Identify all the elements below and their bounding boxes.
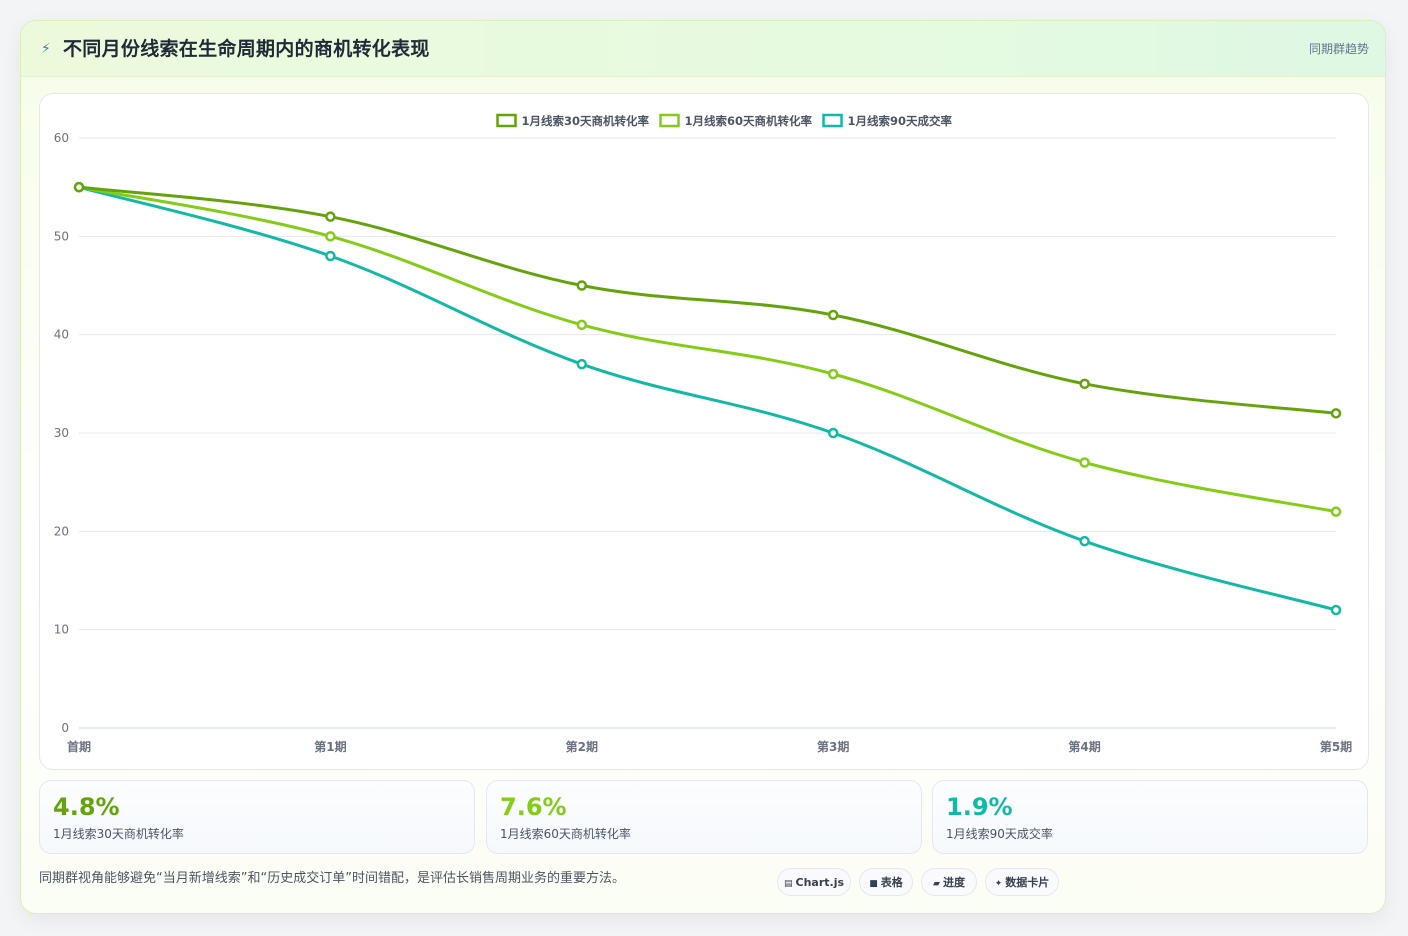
legend-swatch: [659, 113, 680, 128]
data-point: [325, 211, 336, 222]
data-point: [576, 319, 588, 331]
chip-label: 表格: [880, 876, 903, 889]
stat-value: 7.6%: [500, 793, 567, 821]
y-tick-label: 10: [54, 623, 69, 637]
data-point: [576, 280, 588, 291]
series-line: [77, 185, 1338, 415]
data-point: [1330, 604, 1342, 616]
card-title: 不同月份线索在生命周期内的商机转化表现: [63, 38, 430, 60]
lightning-icon: ⚡: [41, 41, 51, 57]
data-point: [325, 250, 336, 262]
sparkle-icon: ✦: [994, 879, 1003, 889]
y-tick-label: 0: [61, 721, 69, 735]
chip-progress[interactable]: ▰ 进度: [921, 868, 977, 896]
chip-table[interactable]: ■ 表格: [859, 868, 913, 896]
stat-card-90d: 1.9% 1月线索90天成交率: [932, 780, 1368, 854]
progress-icon: ▰: [933, 879, 940, 889]
legend-label: 1月线索60天商机转化率: [685, 114, 813, 128]
chip-label: 数据卡片: [1005, 876, 1050, 889]
stat-card-60d: 7.6% 1月线索60天商机转化率: [486, 780, 922, 854]
footer-note: 同期群视角能够避免“当月新增线索”和“历史成交订单”时间错配，是评估长销售周期业…: [39, 871, 625, 886]
legend-swatch: [496, 113, 517, 128]
y-tick-label: 40: [54, 328, 69, 342]
legend-swatch: [822, 113, 843, 128]
data-point: [325, 231, 336, 242]
data-point: [827, 427, 839, 439]
x-tick-label: 第2期: [566, 739, 598, 754]
chip-label: Chart.js: [795, 876, 845, 889]
stat-card-30d: 4.8% 1月线索30天商机转化率: [39, 780, 475, 854]
data-point: [576, 358, 588, 370]
chart-panel: 0 10 20 30 40 50 60 首期 第1期 第2期 第3期 第4期 第5期 1月线索30天商机转…: [39, 93, 1369, 770]
data-point: [1079, 378, 1090, 390]
chip-chartjs[interactable]: ▤ Chart.js: [777, 868, 851, 896]
legend-label: 1月线索30天商机转化率: [522, 114, 650, 128]
y-tick-label: 50: [54, 229, 69, 243]
x-tick-label: 首期: [67, 739, 91, 754]
stat-label: 1月线索30天商机转化率: [53, 827, 184, 841]
data-point: [827, 309, 839, 321]
data-point: [1330, 408, 1342, 419]
stat-value: 4.8%: [53, 793, 120, 821]
y-tick-label: 20: [54, 524, 69, 538]
card-header: ⚡ 不同月份线索在生命周期内的商机转化表现 同期群趋势: [21, 21, 1385, 77]
stat-label: 1月线索60天商机转化率: [500, 827, 631, 841]
stat-cards: 4.8% 1月线索30天商机转化率 7.6% 1月线索60天商机转化率 1.9%…: [39, 780, 1369, 854]
legend-label: 1月线索90天成交率: [848, 114, 953, 128]
data-point: [73, 181, 85, 193]
data-point: [1079, 535, 1090, 547]
x-tick-label: 第3期: [817, 739, 849, 754]
stat-label: 1月线索90天成交率: [946, 827, 1053, 841]
data-point: [827, 368, 839, 380]
x-tick-label: 第5期: [1320, 739, 1352, 754]
y-tick-label: 30: [54, 426, 69, 440]
cohort-card: ⚡ 不同月份线索在生命周期内的商机转化表现 同期群趋势 0 10 20 30 40 50 6…: [20, 20, 1386, 914]
series-line: [77, 185, 1338, 612]
card-tag: 同期群趋势: [1308, 42, 1369, 56]
y-tick-label: 60: [54, 131, 69, 145]
table-icon: ■: [869, 879, 878, 889]
data-point: [1330, 506, 1342, 517]
series-line: [77, 185, 1338, 514]
line-chart: 0 10 20 30 40 50 60 首期 第1期 第2期 第3期 第4期 第5期 1月线索30天商机转…: [54, 113, 1352, 754]
chip-data-cards[interactable]: ✦ 数据卡片: [985, 868, 1059, 896]
stat-value: 1.9%: [946, 793, 1013, 821]
x-tick-label: 第1期: [314, 739, 346, 754]
chip-label: 进度: [942, 876, 965, 889]
data-point: [1079, 457, 1090, 468]
chart-icon: ▤: [783, 879, 793, 889]
x-tick-label: 第4期: [1068, 739, 1100, 754]
